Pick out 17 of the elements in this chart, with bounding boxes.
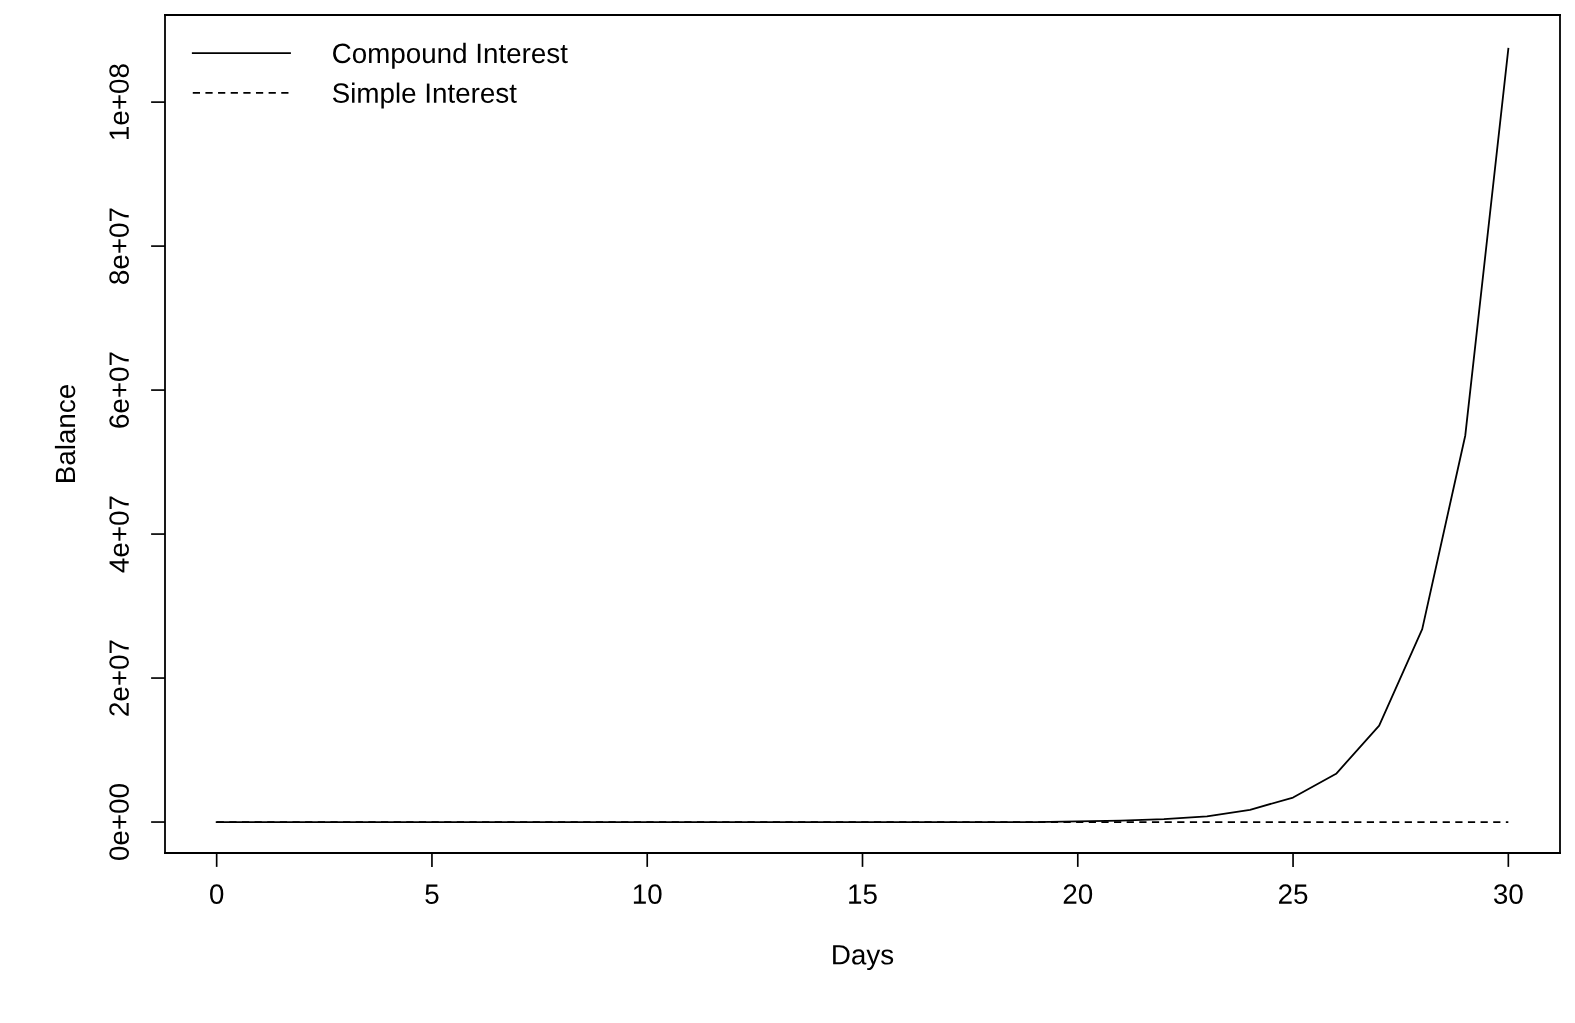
x-tick-label: 5 — [425, 884, 439, 904]
legend-label: Simple Interest — [332, 82, 517, 109]
y-tick-label: 4e+07 — [109, 496, 129, 573]
x-axis-title: Days — [833, 945, 894, 971]
y-tick-label: 6e+07 — [109, 352, 129, 428]
x-tick-label: 10 — [633, 884, 662, 904]
y-tick-label: 2e+07 — [109, 640, 129, 716]
legend-label: Compound Interest — [333, 42, 568, 69]
y-tick-label: 0e+00 — [109, 784, 129, 860]
y-tick-label: 8e+07 — [109, 208, 129, 284]
x-tick-label: 0 — [210, 884, 224, 904]
y-tick-label: 1e+08 — [109, 64, 129, 139]
y-axis-title: Balance — [54, 385, 76, 482]
x-tick-label: 25 — [1279, 884, 1308, 904]
x-tick-label: 30 — [1493, 884, 1523, 904]
x-tick-label: 15 — [849, 884, 877, 904]
x-tick-label: 20 — [1063, 884, 1093, 904]
